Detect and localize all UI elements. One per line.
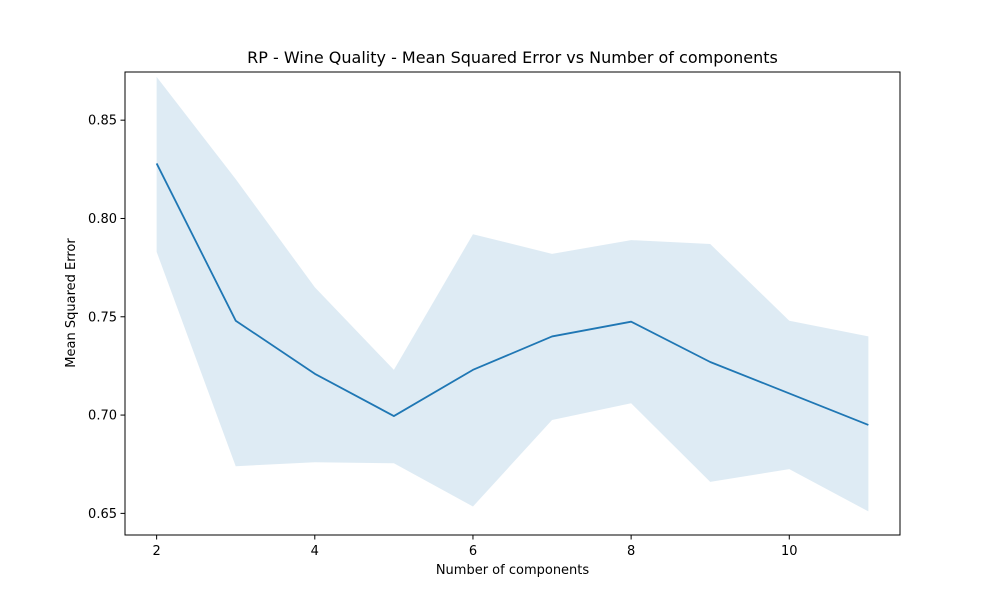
x-tick-label: 10 — [781, 544, 798, 559]
y-tick-label: 0.80 — [88, 212, 117, 227]
x-axis-title: Number of components — [436, 563, 590, 578]
y-tick-label: 0.65 — [88, 507, 117, 522]
x-tick-label: 2 — [152, 544, 160, 559]
x-tick-label: 4 — [311, 544, 319, 559]
series-line — [155, 163, 869, 426]
y-tick-label: 0.70 — [88, 409, 117, 424]
confidence-band — [156, 76, 869, 512]
plot-area — [155, 76, 869, 512]
plot-frame — [124, 71, 901, 536]
x-tick-label: 8 — [627, 544, 635, 559]
y-axis-title: Mean Squared Error — [64, 238, 79, 368]
y-tick-label: 0.85 — [88, 114, 117, 129]
chart-title: RP - Wine Quality - Mean Squared Error v… — [247, 48, 778, 67]
y-tick-label: 0.75 — [88, 310, 117, 325]
x-tick-label: 6 — [469, 544, 477, 559]
axes: 2 4 6 8 10 0.65 0.70 0.75 0.80 0.85 — [88, 71, 901, 559]
